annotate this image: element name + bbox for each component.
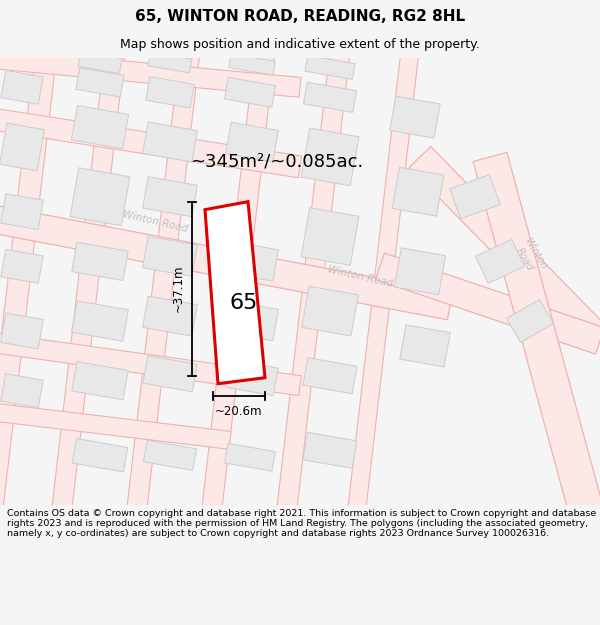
Polygon shape bbox=[1, 71, 43, 104]
Text: 65: 65 bbox=[230, 293, 258, 313]
Polygon shape bbox=[226, 122, 278, 162]
Polygon shape bbox=[376, 253, 600, 354]
Text: Winton
Road: Winton Road bbox=[512, 236, 548, 277]
Polygon shape bbox=[0, 331, 301, 396]
Polygon shape bbox=[200, 7, 280, 526]
Polygon shape bbox=[70, 168, 130, 226]
Polygon shape bbox=[78, 51, 122, 74]
Text: ~37.1m: ~37.1m bbox=[172, 265, 185, 312]
Polygon shape bbox=[0, 203, 452, 320]
Polygon shape bbox=[1, 374, 43, 408]
Text: Winton Road: Winton Road bbox=[326, 264, 394, 289]
Polygon shape bbox=[224, 78, 275, 108]
Polygon shape bbox=[226, 360, 278, 396]
Polygon shape bbox=[476, 239, 524, 283]
Polygon shape bbox=[76, 68, 124, 97]
Polygon shape bbox=[450, 174, 500, 219]
Polygon shape bbox=[226, 241, 278, 281]
Polygon shape bbox=[143, 236, 197, 276]
Polygon shape bbox=[146, 77, 194, 108]
Polygon shape bbox=[302, 286, 358, 336]
Text: ~345m²/~0.085ac.: ~345m²/~0.085ac. bbox=[190, 153, 363, 171]
Polygon shape bbox=[71, 301, 128, 341]
Polygon shape bbox=[409, 146, 600, 351]
Text: Contains OS data © Crown copyright and database right 2021. This information is : Contains OS data © Crown copyright and d… bbox=[7, 509, 596, 538]
Polygon shape bbox=[390, 96, 440, 138]
Polygon shape bbox=[303, 357, 357, 394]
Polygon shape bbox=[226, 301, 278, 341]
Polygon shape bbox=[71, 106, 128, 149]
Polygon shape bbox=[50, 7, 130, 526]
Polygon shape bbox=[0, 106, 302, 178]
Polygon shape bbox=[224, 443, 275, 471]
Polygon shape bbox=[1, 249, 43, 283]
Polygon shape bbox=[72, 439, 128, 472]
Text: Map shows position and indicative extent of the property.: Map shows position and indicative extent… bbox=[120, 38, 480, 51]
Polygon shape bbox=[205, 202, 265, 384]
Polygon shape bbox=[0, 48, 301, 98]
Polygon shape bbox=[0, 123, 44, 171]
Polygon shape bbox=[301, 128, 359, 186]
Polygon shape bbox=[1, 313, 43, 349]
Polygon shape bbox=[394, 248, 446, 295]
Polygon shape bbox=[72, 361, 128, 400]
Polygon shape bbox=[301, 208, 359, 265]
Polygon shape bbox=[143, 356, 197, 392]
Polygon shape bbox=[143, 177, 197, 217]
Polygon shape bbox=[0, 402, 231, 449]
Polygon shape bbox=[305, 56, 355, 79]
Polygon shape bbox=[229, 54, 275, 75]
Polygon shape bbox=[125, 7, 205, 526]
Polygon shape bbox=[143, 440, 197, 471]
Polygon shape bbox=[0, 16, 61, 526]
Polygon shape bbox=[303, 432, 357, 468]
Polygon shape bbox=[304, 82, 356, 112]
Polygon shape bbox=[346, 7, 424, 526]
Polygon shape bbox=[400, 325, 450, 367]
Polygon shape bbox=[143, 296, 197, 336]
Polygon shape bbox=[1, 194, 43, 229]
Polygon shape bbox=[473, 152, 600, 529]
Polygon shape bbox=[275, 7, 355, 526]
Polygon shape bbox=[143, 122, 197, 162]
Text: Winton Road: Winton Road bbox=[121, 209, 188, 234]
Text: ~20.6m: ~20.6m bbox=[215, 405, 263, 418]
Polygon shape bbox=[72, 242, 128, 281]
Polygon shape bbox=[148, 52, 192, 73]
Polygon shape bbox=[392, 168, 444, 216]
Polygon shape bbox=[506, 299, 553, 343]
Text: 65, WINTON ROAD, READING, RG2 8HL: 65, WINTON ROAD, READING, RG2 8HL bbox=[135, 9, 465, 24]
